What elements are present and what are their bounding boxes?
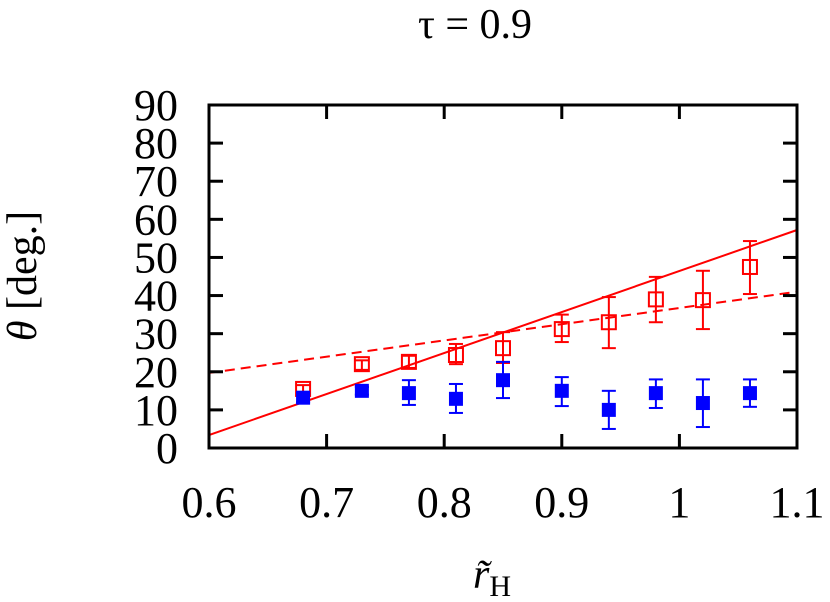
y-tick-label: 10 [134, 386, 178, 435]
filled-square-marker [554, 383, 569, 398]
data-point [354, 383, 369, 398]
x-tick-label: 0.9 [534, 478, 589, 527]
y-tick-label: 30 [134, 310, 178, 359]
x-tick-label: 1.1 [770, 478, 825, 527]
data-point [601, 389, 616, 430]
data-point [741, 240, 758, 296]
svg-text:θ [deg.]: θ [deg.] [0, 211, 46, 341]
x-tick-label: 0.8 [417, 478, 472, 527]
filled-square-marker [648, 386, 663, 401]
filled-square-marker [742, 386, 757, 401]
y-tick-label: 20 [134, 348, 178, 397]
chart-title: τ = 0.9 [418, 2, 532, 48]
red-open-series [295, 240, 758, 397]
filled-square-marker [296, 390, 311, 405]
y-tick-label: 0 [156, 424, 178, 473]
data-point [742, 378, 757, 408]
plot-area [209, 229, 797, 436]
plot-frame [207, 103, 799, 450]
y-tick-label: 50 [134, 233, 178, 282]
x-axis-ticks: 0.6 0.7 0.8 0.9 1 1.1 [182, 105, 825, 527]
data-point [648, 378, 663, 409]
data-point [600, 296, 617, 350]
filled-square-marker [448, 391, 463, 406]
open-square-marker [600, 314, 617, 331]
open-square-marker [647, 291, 664, 308]
filled-square-marker [601, 402, 616, 417]
data-point [400, 353, 417, 370]
filled-square-marker [354, 383, 369, 398]
data-point [495, 331, 511, 365]
x-tick-label: 1 [668, 478, 690, 527]
y-tick-label: 80 [134, 119, 178, 168]
y-axis-unit: [deg.] [0, 211, 46, 321]
y-axis-symbol: θ [0, 320, 46, 341]
data-point [553, 313, 570, 344]
filled-square-marker [401, 386, 416, 401]
data-point [694, 269, 711, 331]
data-point [647, 275, 664, 324]
blue-filled-series [296, 360, 757, 430]
filled-square-marker [695, 396, 710, 411]
data-point [447, 342, 464, 366]
data-point [448, 382, 463, 414]
open-square-marker [400, 353, 417, 370]
data-point [296, 390, 311, 405]
x-tick-label: 0.7 [299, 478, 354, 527]
x-axis-label: r̃H [473, 552, 511, 602]
open-square-marker [495, 340, 511, 357]
x-tick-label: 0.6 [182, 478, 237, 527]
y-tick-label: 90 [134, 81, 178, 130]
data-point [554, 376, 569, 408]
open-square-marker [553, 321, 570, 338]
svg-text:r̃H: r̃H [473, 552, 511, 602]
y-tick-label: 60 [134, 195, 178, 244]
open-square-marker [741, 258, 758, 275]
data-point [496, 360, 510, 400]
open-square-marker [447, 347, 464, 364]
open-square-marker [694, 292, 711, 309]
y-tick-label: 70 [134, 157, 178, 206]
y-axis-label: θ [deg.] [0, 211, 46, 341]
open-square-marker [353, 356, 370, 373]
data-point [353, 356, 370, 373]
data-point [401, 379, 416, 406]
x-axis-subscript: H [489, 570, 511, 602]
y-tick-label: 40 [134, 272, 178, 321]
filled-square-marker [496, 373, 510, 388]
x-axis-symbol: r̃ [473, 552, 492, 598]
data-point [695, 378, 710, 429]
